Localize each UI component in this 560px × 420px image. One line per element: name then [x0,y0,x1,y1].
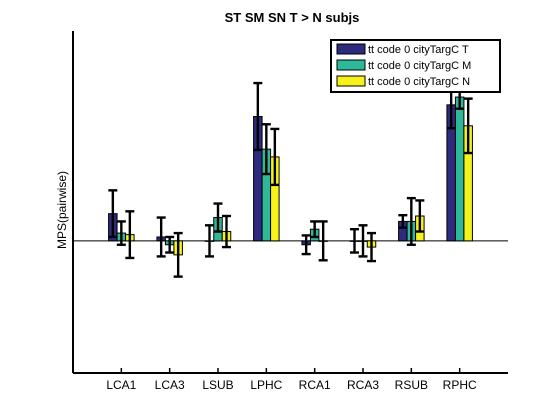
legend-label-2: tt code 0 cityTargC M [368,60,471,72]
error-bar-rphc-series-3 [463,97,473,155]
legend-swatch-1 [336,43,366,55]
error-bar-lca3-series-3 [173,231,183,278]
legend: tt code 0 cityTargC T tt code 0 cityTargC… [330,39,501,93]
error-bar-rca3-series-3 [367,231,376,263]
error-bar-lsub-series-2 [213,202,223,233]
error-bar-rsub-series-2 [406,196,416,246]
x-tick-label-rphc: RPHC [443,378,477,392]
x-tick-label-lca3: LCA3 [155,378,185,392]
y-axis-label: MPS(pairwise) [55,171,69,249]
x-tick-label-rca3: RCA3 [347,378,379,392]
plot-area: LCA1 LCA3 LSUB LPHC RCA1 RCA3 RSUB RPHC [72,31,508,392]
x-tick-label-lsub: LSUB [202,378,233,392]
error-bar-rca3-series-1 [350,228,359,254]
error-bar-lphc-series-1 [253,81,263,152]
error-bar-lca3-series-1 [156,216,166,258]
error-bar-lsub-series-1 [205,224,214,258]
x-tick-label-lphc: LPHC [250,378,282,392]
error-bar-rca1-series-2 [310,220,320,239]
x-tick-label-lca1: LCA1 [106,378,136,392]
error-bar-rsub-series-3 [415,199,425,233]
legend-swatch-3 [336,75,366,87]
error-bar-rca1-series-3 [318,220,328,262]
error-bar-lphc-series-2 [261,123,271,176]
error-bar-lca1-series-3 [125,210,135,260]
error-bar-lca1-series-2 [116,220,126,246]
bar-rphc-series-2 [454,96,465,242]
error-bar-lca1-series-1 [108,189,118,239]
error-bar-lsub-series-3 [222,214,231,249]
error-bar-rsub-series-1 [398,214,408,229]
legend-label-1: tt code 0 cityTargC T [368,44,469,56]
x-tick-label-rsub: RSUB [395,378,428,392]
legend-swatch-2 [336,59,366,71]
chart-title: ST SM SN T > N subjs [225,10,360,25]
error-bar-lca3-series-2 [165,235,175,254]
x-tick-label-rca1: RCA1 [299,378,331,392]
error-bar-rca3-series-2 [358,224,368,258]
error-bar-rca1-series-1 [301,234,311,256]
error-bar-lphc-series-3 [270,127,280,187]
legend-label-3: tt code 0 cityTargC N [368,76,470,88]
